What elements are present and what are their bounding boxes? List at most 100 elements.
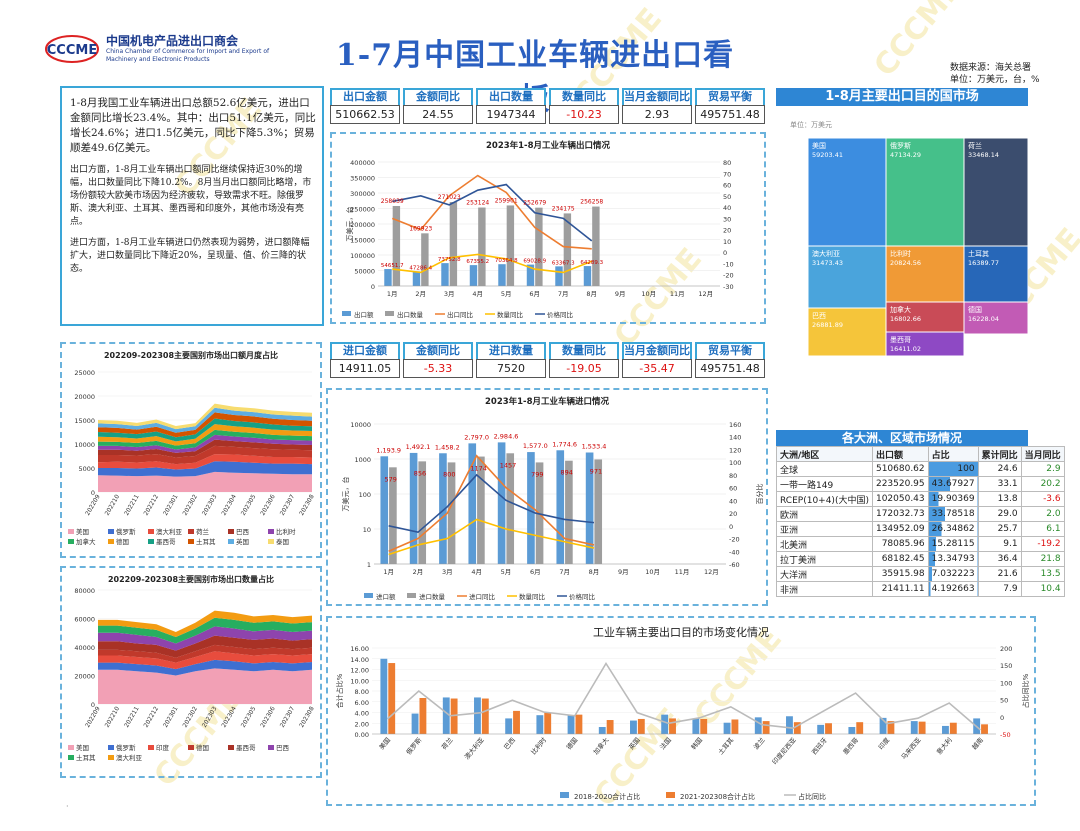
table-cell: 25.7 [977,521,1022,537]
table-cell: 大洋洲 [776,566,873,582]
x-tick-label: 荷兰 [439,735,455,751]
area-series [98,418,312,442]
area-series [98,610,312,638]
bar-mark [879,717,887,734]
legend-swatch [268,745,274,750]
kpi-card: 金额同比 -5.33 [403,342,473,378]
x-tick-label: 9月 [618,568,629,576]
table-header: 当月同比 [1020,446,1065,462]
bar-mark [380,658,388,734]
bar-mark [723,722,731,734]
y-tick-label: 400000 [350,159,375,167]
y-tick-label: 10000 [74,441,95,449]
area-series [98,651,312,670]
legend-swatch [666,792,675,798]
chart-title: 202209-202308主要国别市场出口数量占比 [108,574,274,584]
legend-label: 德国 [196,743,209,752]
y2-tick-label: 60 [723,182,731,190]
kpi-label: 数量同比 [549,88,619,105]
y-tick-label: 350000 [350,175,375,183]
y-tick-label: 0.00 [355,731,369,739]
footer-mark: · [66,802,69,811]
x-tick-label: 202301 [162,705,180,728]
legend-label: 进口同比 [469,592,496,601]
bar-mark [563,213,572,286]
area-series [98,403,312,430]
x-tick-label: 5月 [501,290,512,298]
legend-label: 澳大利亚 [116,753,143,762]
x-tick-label: 法国 [658,736,673,752]
data-label: 800 [443,470,455,478]
kpi-value: 24.55 [403,105,473,124]
bar-mark [478,207,486,286]
legend-swatch [342,311,351,316]
table-cell: -19.2 [1020,536,1065,552]
treemap-cell [885,331,965,357]
bar-mark [575,714,583,734]
market-chart-svg: 工业车辆主要出口目的市场变化情况 0.00 2.00 4.00 6.00 8.00 10.0… [335,625,1030,801]
area-chart-2-svg: 202209-202308主要国别市场出口数量占比 0 20000 40000 6000… [68,574,316,762]
kpi-label: 贸易平衡 [695,88,765,105]
x-tick-label: 1月 [387,290,398,298]
x-tick-label: 2月 [415,290,426,298]
x-tick-label: 202303 [201,493,219,516]
data-label: 63367.3 [552,260,575,266]
line-series [388,454,595,553]
bar-mark [918,721,926,734]
legend-swatch [108,755,114,760]
legend-label: 占比同比 [798,792,826,801]
kpi-card: 当月金额同比 -35.47 [622,342,692,378]
table-cell: 亚洲 [776,521,873,537]
x-tick-label: 202307 [279,705,297,728]
y-tick-label: 300000 [350,190,375,198]
treemap-label: 澳大利亚 [812,249,840,258]
import-monthly-chart: 2023年1-8月工业车辆进口情况 1 10 100 1000 10000 -60 -40 -2… [326,388,768,606]
y-tick-label: 10 [363,526,371,534]
table-cell: 26.34862 [927,521,979,537]
y-axis-label: 合计占比% [335,673,344,708]
x-tick-label: 6月 [529,290,540,298]
x-tick-label: 202308 [298,705,316,728]
legend-label: 数量同比 [519,592,546,601]
y2-tick-label: 100 [729,459,741,467]
y-tick-label: 20000 [74,673,95,681]
table-header: 大洲/地区 [776,446,873,462]
table-cell: 7.032223 [927,566,979,582]
y2-tick-label: 40 [729,497,737,505]
y-tick-label: 4.00 [355,710,369,718]
treemap-value: 16411.02 [890,345,921,353]
table-cell: 19.90369 [927,491,979,507]
treemap-value: 31473.43 [812,259,843,267]
y-tick-label: 0 [91,489,95,497]
kpi-label: 金额同比 [403,88,473,105]
kpi-label: 数量同比 [549,342,619,359]
bar-mark [536,715,544,734]
table-cell: 北美洲 [776,536,873,552]
table-cell: 35915.98 [871,566,929,582]
y2-axis-label: 占比同比% [1021,673,1030,708]
legend-label: 墨西哥 [236,744,256,752]
table-cell: 172032.73 [871,506,929,522]
export-kpi-row: 出口金额 510662.53 金额同比 24.55 出口数量 1947344 数量同比 -10… [330,88,770,124]
data-label: 54651.7 [381,263,404,269]
legend-swatch [68,755,74,760]
table-cell: 36.4 [977,551,1022,567]
line-series [388,518,595,556]
area-chart-1-svg: 202209-202308主要国别市场出口额月度占比 0 5000 10000 1500… [68,350,316,546]
bar-mark [412,271,421,286]
treemap-value: 16228.04 [968,315,999,323]
data-label: 73752.8 [438,257,461,263]
area-series [98,454,312,470]
legend-label: 巴西 [276,744,290,752]
y-tick-label: 2.00 [355,720,369,728]
x-tick-label: 加拿大 [591,735,611,756]
bar-mark [388,663,396,734]
table-cell: 43.67927 [927,476,979,492]
treemap-value: 16389.77 [968,259,999,267]
bar-mark [469,265,478,286]
bar-mark [762,721,770,734]
x-tick-label: 11月 [670,290,685,298]
kpi-label: 出口金额 [330,88,400,105]
x-tick-label: 澳大利亚 [462,735,486,761]
summary-panel: 1-8月我国工业车辆进出口总额52.6亿美元，进出口金额同比增长23.4%。其中… [60,86,324,326]
